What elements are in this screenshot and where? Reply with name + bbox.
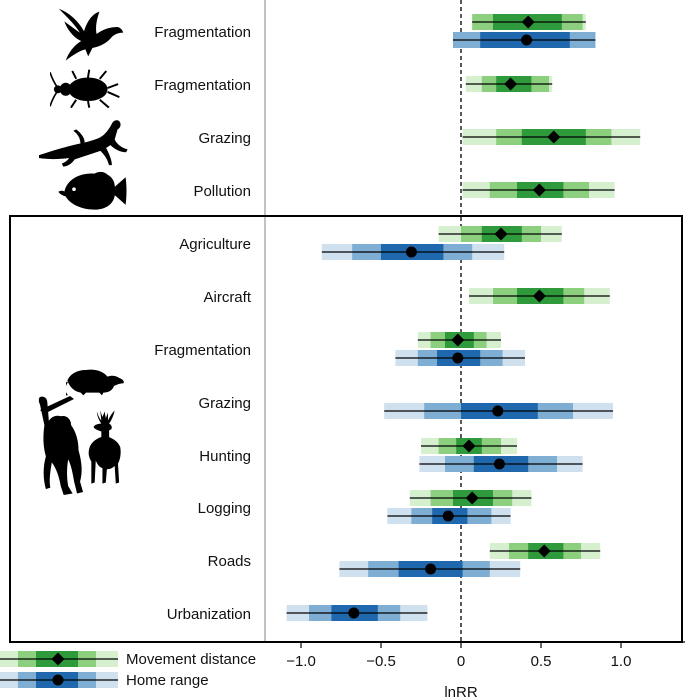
row-label: Pollution	[193, 183, 251, 200]
forest-row: Urbanization	[167, 605, 428, 623]
mean-point	[348, 607, 360, 619]
mean-point	[405, 246, 417, 258]
mean-point	[521, 15, 535, 29]
legend-item: Movement distance	[0, 651, 256, 668]
row-label: Urbanization	[167, 606, 251, 623]
branch-icon	[40, 396, 74, 414]
row-label: Logging	[198, 500, 251, 517]
x-tick-label: −0.5	[366, 653, 396, 670]
mean-point	[452, 352, 464, 364]
lizard-icon	[39, 120, 128, 167]
mean-point	[492, 405, 504, 417]
row-label: Grazing	[198, 130, 251, 147]
mean-point	[493, 458, 505, 470]
forest-row: Logging	[198, 490, 532, 524]
plot-rows: Fragmentation Fragmentation Grazing Polluti…	[154, 14, 641, 623]
forest-row: Agriculture	[179, 226, 562, 260]
forest-row: Fragmentation	[154, 76, 553, 94]
row-label: Fragmentation	[154, 77, 251, 94]
taxon-icons	[38, 8, 128, 496]
fish-icon	[58, 171, 127, 210]
mammals-icon	[38, 368, 125, 496]
legend: Movement distance Home range	[0, 651, 256, 689]
bird-icon	[58, 8, 124, 61]
x-tick-label: 0	[457, 653, 465, 670]
chimp-icon	[38, 396, 84, 496]
mean-point	[442, 510, 454, 522]
rat-icon	[66, 368, 125, 396]
forest-row: Grazing	[198, 395, 613, 419]
legend-marker	[51, 652, 65, 666]
x-axis-title: lnRR	[444, 684, 478, 700]
row-label: Fragmentation	[154, 342, 251, 359]
mean-point	[462, 439, 476, 453]
legend-marker	[52, 674, 64, 686]
mean-point	[504, 77, 518, 91]
row-label: Agriculture	[179, 236, 251, 253]
forest-row: Aircraft	[203, 288, 610, 306]
mean-point	[465, 491, 479, 505]
forest-row: Roads	[208, 543, 601, 577]
x-tick-label: 1.0	[611, 653, 632, 670]
forest-row: Fragmentation	[154, 14, 596, 48]
mean-point	[521, 34, 533, 46]
beetle-icon	[50, 68, 121, 108]
forest-row: Hunting	[199, 438, 583, 472]
x-tick-label: −1.0	[286, 653, 316, 670]
mean-point	[532, 289, 546, 303]
mean-point	[494, 227, 508, 241]
x-axis: −1.0 −0.5 0 0.5 1.0 lnRR	[265, 641, 685, 700]
mean-point	[532, 183, 546, 197]
forest-row: Grazing	[198, 129, 641, 147]
mean-point	[425, 563, 437, 575]
deer-icon	[88, 410, 121, 484]
legend-label: Home range	[126, 672, 209, 689]
row-label: Fragmentation	[154, 24, 251, 41]
legend-label: Movement distance	[126, 651, 256, 668]
mean-point	[547, 130, 561, 144]
row-label: Roads	[208, 553, 251, 570]
mean-point	[537, 544, 551, 558]
mean-point	[451, 333, 465, 347]
legend-item: Home range	[0, 672, 209, 689]
row-label: Hunting	[199, 448, 251, 465]
forest-row: Fragmentation	[154, 332, 525, 366]
row-label: Aircraft	[203, 289, 251, 306]
row-label: Grazing	[198, 395, 251, 412]
forest-row: Pollution	[193, 182, 615, 200]
x-tick-label: 0.5	[531, 653, 552, 670]
